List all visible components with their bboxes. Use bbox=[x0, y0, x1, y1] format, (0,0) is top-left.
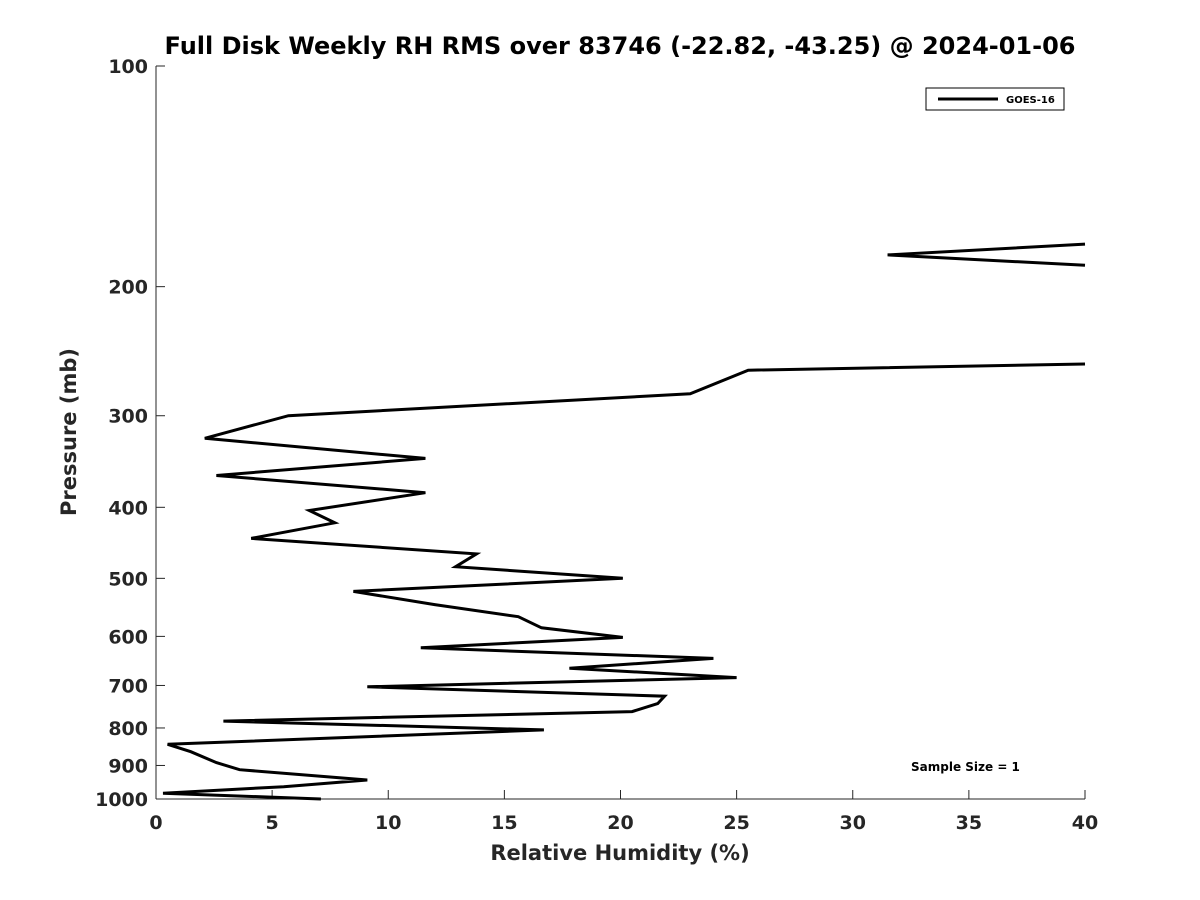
legend: GOES-16 bbox=[925, 87, 1065, 111]
y-axis-label: Pressure (mb) bbox=[57, 348, 81, 516]
y-tick-label: 800 bbox=[108, 718, 148, 740]
y-tick-label: 500 bbox=[108, 568, 148, 590]
x-axis-label: Relative Humidity (%) bbox=[490, 841, 749, 865]
x-tick-label: 30 bbox=[840, 812, 866, 834]
series-line-goes16 bbox=[887, 242, 1086, 267]
x-tick-label: 40 bbox=[1072, 812, 1098, 834]
y-tick-label: 400 bbox=[108, 497, 148, 519]
y-tick-label: 700 bbox=[108, 675, 148, 697]
sample-size-annotation: Sample Size = 1 bbox=[911, 760, 1020, 774]
x-tick-label: 25 bbox=[723, 812, 749, 834]
series-line-goes16 bbox=[162, 362, 1086, 801]
y-tick-label: 900 bbox=[108, 755, 148, 777]
y-tick-label: 1000 bbox=[95, 789, 148, 811]
x-tick-label: 0 bbox=[149, 812, 162, 834]
x-tick-label: 20 bbox=[607, 812, 633, 834]
axes: 0 5 10 15 20 25 30 35 40 100 200 300 400 500 600 700 800… bbox=[95, 56, 1098, 834]
x-tick-label: 35 bbox=[956, 812, 982, 834]
y-tick-label: 100 bbox=[108, 56, 148, 78]
y-tick-label: 600 bbox=[108, 626, 148, 648]
y-tick-label: 200 bbox=[108, 277, 148, 299]
y-tick-label: 300 bbox=[108, 406, 148, 428]
plot-area bbox=[162, 242, 1086, 801]
chart-title: Full Disk Weekly RH RMS over 83746 (-22.… bbox=[165, 32, 1076, 60]
x-tick-label: 10 bbox=[375, 812, 401, 834]
x-tick-label: 15 bbox=[491, 812, 517, 834]
x-tick-label: 5 bbox=[266, 812, 279, 834]
legend-label-goes16: GOES-16 bbox=[1006, 95, 1055, 106]
